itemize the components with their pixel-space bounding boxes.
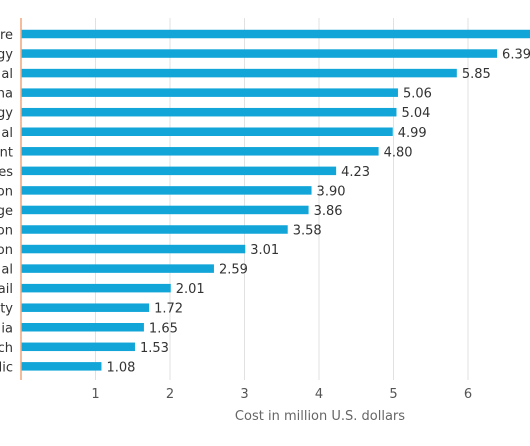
value-label: 4.99	[398, 126, 427, 141]
value-label: 3.86	[314, 204, 343, 219]
category-label: lic	[0, 360, 13, 375]
bar	[21, 127, 393, 136]
value-label: 4.80	[384, 145, 413, 160]
bar	[21, 49, 498, 58]
category-label: ty	[0, 302, 13, 317]
value-label: 1.65	[149, 321, 178, 336]
x-axis-label: Cost in million U.S. dollars	[235, 409, 405, 424]
value-label: 2.01	[176, 282, 205, 297]
x-tick-label: 3	[240, 387, 248, 402]
bar	[21, 107, 397, 117]
value-label: 1.08	[106, 360, 135, 375]
value-label: 3.01	[250, 243, 279, 258]
value-label: 3.90	[317, 184, 346, 199]
bar	[21, 264, 214, 273]
bar	[21, 283, 171, 293]
x-tick-label: 5	[389, 387, 397, 402]
category-label: gy	[0, 106, 13, 121]
bar	[21, 225, 288, 234]
category-label: es	[0, 165, 13, 180]
value-label: 5.85	[462, 67, 491, 82]
category-label: ail	[0, 282, 13, 297]
category-label: on	[0, 243, 13, 258]
category-labels: re gy al na gy al nt es on ge on on al ail ty ia ch lic	[0, 28, 13, 375]
x-tick-labels: 1 2 3 4 5 6	[91, 387, 472, 402]
bar	[21, 303, 150, 312]
value-label: 6.39	[502, 48, 530, 63]
category-label: al	[1, 67, 13, 82]
bars	[21, 29, 530, 371]
category-label: ge	[0, 204, 13, 219]
value-label: 3.58	[293, 224, 322, 239]
x-tick-label: 6	[464, 387, 472, 402]
value-labels: 6.39 5.85 5.06 5.04 4.99 4.80 4.23 3.90 3.86 3.58…	[106, 48, 530, 376]
bar	[21, 166, 337, 176]
category-label: na	[0, 87, 13, 102]
value-label: 1.53	[140, 341, 169, 356]
value-label: 2.59	[219, 263, 248, 278]
bar	[21, 244, 246, 254]
value-label: 5.04	[401, 106, 430, 121]
category-label: gy	[0, 48, 13, 63]
x-tick-label: 1	[91, 387, 99, 402]
bar	[21, 362, 102, 371]
category-label: re	[0, 28, 13, 43]
bar	[21, 88, 398, 97]
category-label: nt	[0, 145, 13, 160]
x-tick-label: 2	[166, 387, 174, 402]
value-label: 5.06	[403, 87, 432, 102]
category-label: on	[0, 184, 13, 199]
value-label: 1.72	[154, 302, 183, 317]
category-label: ch	[0, 341, 13, 356]
bar	[21, 186, 312, 195]
bar	[21, 147, 379, 156]
bar	[21, 29, 530, 39]
category-label: on	[0, 224, 13, 239]
bar	[21, 205, 309, 215]
bar	[21, 323, 144, 332]
category-label: ia	[1, 321, 13, 336]
category-label: al	[1, 126, 13, 141]
x-tick-label: 4	[315, 387, 323, 402]
value-label: 4.23	[341, 165, 370, 180]
bar	[21, 68, 457, 78]
bar	[21, 342, 135, 352]
category-label: al	[1, 263, 13, 278]
gridlines	[95, 18, 469, 380]
